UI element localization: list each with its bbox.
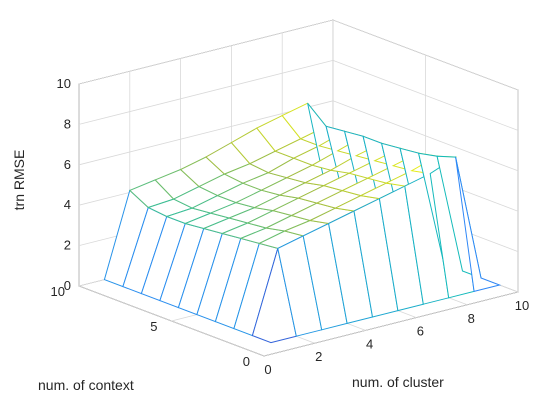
x-tick-label: 4 xyxy=(366,336,373,351)
y-tick-label: 10 xyxy=(51,284,65,299)
x-tick-label: 8 xyxy=(468,311,475,326)
z-tick-label: 0 xyxy=(64,278,71,293)
z-grid-back xyxy=(78,19,334,85)
y-grid-floor xyxy=(263,291,519,357)
surface-mesh xyxy=(103,102,502,344)
x-tick-label: 0 xyxy=(264,362,271,377)
y-axis-label: num. of context xyxy=(38,377,134,393)
z-tick-label: 10 xyxy=(57,76,71,91)
x-tick-label: 10 xyxy=(515,298,529,313)
x-tick-label: 6 xyxy=(417,324,424,339)
x-axis-label: num. of cluster xyxy=(352,374,444,390)
z-tick-label: 8 xyxy=(64,116,71,131)
z-tick-label: 4 xyxy=(64,197,71,212)
z-tick-label: 2 xyxy=(64,238,71,253)
z-tick-label: 6 xyxy=(64,157,71,172)
z-grid-back xyxy=(78,60,334,125)
y-tick-label: 5 xyxy=(150,319,157,334)
y-tick-label: 0 xyxy=(243,354,250,369)
surface-patch xyxy=(455,156,502,293)
z-axis-label: trn RMSE xyxy=(11,150,27,211)
x-tick-label: 2 xyxy=(315,349,322,364)
